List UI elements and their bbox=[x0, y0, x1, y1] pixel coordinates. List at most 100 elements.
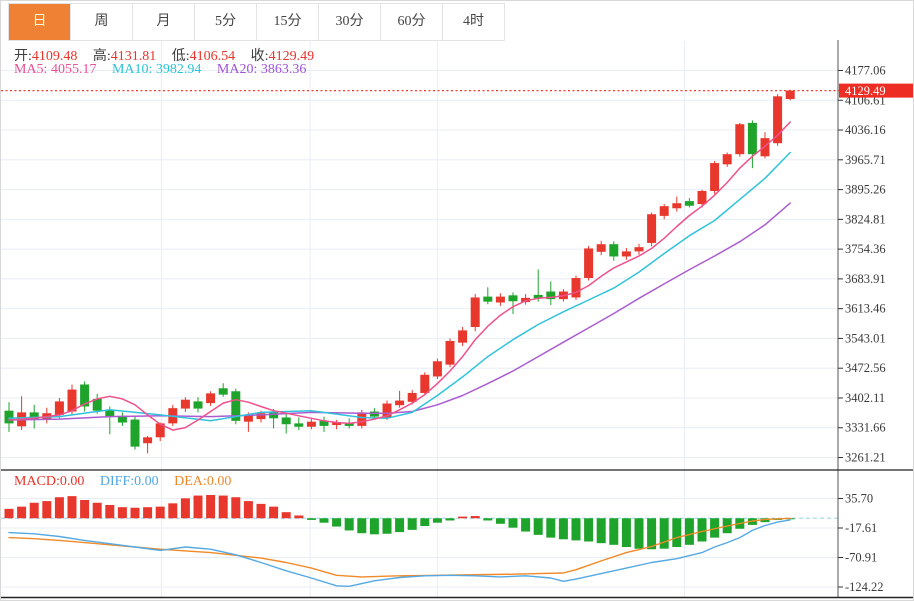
macd-bar bbox=[647, 518, 657, 550]
axis-label: 3824.81 bbox=[845, 212, 886, 226]
macd-legend: MACD:0.00 DIFF:0.00 DEA:0.00 bbox=[14, 474, 243, 490]
tab-day[interactable]: 日 bbox=[9, 4, 71, 40]
macd-bar bbox=[369, 518, 379, 535]
axis-label: 3613.46 bbox=[845, 302, 886, 316]
dea-label: DEA: bbox=[174, 474, 207, 489]
axis-label: 4036.16 bbox=[845, 123, 886, 137]
axis-label: -124.22 bbox=[845, 580, 884, 594]
tab-week[interactable]: 周 bbox=[71, 4, 133, 40]
dea-value: 0.00 bbox=[206, 474, 232, 489]
high-label: 高: bbox=[92, 49, 111, 64]
ohlc-readout: 开:4109.48 高:4131.81 低:4106.54 收:4129.49 bbox=[14, 45, 326, 65]
macd-bar bbox=[684, 518, 694, 545]
macd-bar bbox=[155, 506, 165, 519]
candle-up bbox=[596, 244, 606, 252]
macd-bar bbox=[344, 518, 354, 531]
macd-bar bbox=[495, 518, 505, 524]
tab-60min[interactable]: 60分 bbox=[381, 4, 443, 40]
candle-up bbox=[306, 421, 316, 427]
macd-bar bbox=[193, 495, 203, 519]
candle-down bbox=[269, 412, 279, 419]
macd-bar bbox=[281, 512, 291, 519]
macd-bar bbox=[54, 497, 64, 519]
ma20-line bbox=[8, 202, 791, 421]
axis-label: 3331.66 bbox=[845, 421, 886, 435]
macd-bar bbox=[546, 518, 556, 538]
candle-down bbox=[218, 388, 228, 395]
candle-down bbox=[105, 409, 115, 417]
macd-bar bbox=[659, 518, 669, 549]
candle-up bbox=[357, 412, 367, 426]
macd-bar bbox=[243, 501, 253, 519]
candle-up bbox=[773, 96, 783, 144]
candle-up bbox=[332, 422, 342, 426]
candle-up bbox=[760, 138, 770, 157]
candle-up bbox=[697, 190, 707, 205]
macd-bar bbox=[4, 508, 14, 519]
macd-bar bbox=[558, 518, 568, 540]
candle-down bbox=[319, 420, 329, 426]
macd-bar bbox=[130, 507, 140, 519]
candle-down bbox=[117, 416, 127, 423]
axis-label: -17.61 bbox=[845, 521, 877, 535]
macd-bar bbox=[382, 518, 392, 534]
candle-up bbox=[621, 251, 631, 257]
candle-down bbox=[609, 244, 619, 257]
candle-up bbox=[243, 414, 253, 422]
candle-down bbox=[508, 295, 518, 302]
macd-bar bbox=[621, 518, 631, 548]
axis-label: 3261.21 bbox=[845, 451, 886, 465]
candle-down bbox=[533, 294, 543, 299]
ma20-label: MA20: bbox=[216, 62, 258, 77]
macd-value: 0.00 bbox=[59, 474, 85, 489]
macd-bar bbox=[206, 495, 216, 519]
candle-down bbox=[231, 391, 241, 421]
macd-bar bbox=[143, 507, 153, 519]
macd-bar bbox=[168, 503, 178, 519]
macd-bar bbox=[294, 515, 304, 519]
candle-up bbox=[143, 437, 153, 444]
tab-4hour[interactable]: 4时 bbox=[443, 4, 505, 40]
macd-bar bbox=[105, 504, 115, 519]
ma10-line bbox=[8, 151, 791, 422]
macd-bar bbox=[584, 518, 594, 542]
macd-bar bbox=[231, 497, 241, 519]
tab-month[interactable]: 月 bbox=[133, 4, 195, 40]
candle-up bbox=[634, 247, 644, 252]
timeframe-tab-bar: 日 周 月 5分 15分 30分 60分 4时 bbox=[8, 3, 505, 41]
candle-up bbox=[722, 154, 732, 165]
tab-15min[interactable]: 15分 bbox=[257, 4, 319, 40]
axis-label: 3754.36 bbox=[845, 242, 886, 256]
candle-down bbox=[92, 398, 102, 411]
candle-up bbox=[710, 163, 720, 191]
candle-up bbox=[395, 400, 405, 406]
macd-bar bbox=[697, 518, 707, 542]
macd-bar bbox=[332, 518, 342, 527]
macd-bar bbox=[92, 502, 102, 519]
candle-up bbox=[67, 389, 77, 412]
macd-bar bbox=[67, 496, 77, 519]
open-value: 4109.48 bbox=[31, 49, 78, 64]
candle-down bbox=[369, 411, 379, 417]
macd-bar bbox=[269, 506, 279, 519]
macd-bar bbox=[29, 502, 39, 519]
macd-bar bbox=[256, 503, 266, 519]
candle-up bbox=[470, 297, 480, 328]
macd-bar bbox=[395, 518, 405, 533]
tab-30min[interactable]: 30分 bbox=[319, 4, 381, 40]
candle-up bbox=[407, 392, 417, 402]
tab-5min[interactable]: 5分 bbox=[195, 4, 257, 40]
candle-down bbox=[29, 412, 39, 420]
low-value: 4106.54 bbox=[189, 49, 236, 64]
macd-bar bbox=[432, 518, 442, 523]
candle-up bbox=[256, 413, 266, 420]
macd-bar bbox=[571, 518, 581, 541]
macd-bar bbox=[17, 506, 27, 519]
macd-bar bbox=[80, 499, 90, 519]
candle-down bbox=[130, 419, 140, 447]
current-price-tag-label: 4129.49 bbox=[845, 84, 886, 98]
candle-down bbox=[4, 410, 14, 424]
candle-down bbox=[193, 401, 203, 409]
